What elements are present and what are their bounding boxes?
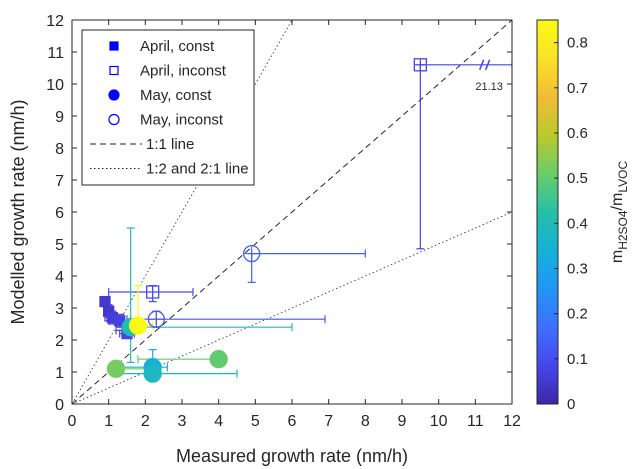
- legend-marker-square: [109, 41, 119, 51]
- x-tick-label: 9: [398, 413, 407, 430]
- colorbar-label-text: mH2SO4/mLVOC: [609, 161, 630, 264]
- x-tick-label: 6: [288, 413, 297, 430]
- data-point-circle: [143, 364, 162, 383]
- legend-label: 1:2 and 2:1 line: [146, 161, 249, 178]
- y-tick-label: 4: [55, 269, 64, 286]
- data-point-circle: [106, 359, 126, 378]
- two-to-one-line: [72, 20, 293, 404]
- y-tick-label: 6: [55, 205, 64, 222]
- colorbar-tick-label: 0.4: [567, 215, 588, 232]
- y-tick-label: 7: [55, 173, 64, 190]
- legend-box: [81, 29, 255, 186]
- y-tick-label: 12: [46, 13, 64, 30]
- data-point-circle: [209, 350, 228, 369]
- colorbar-tick-label: 0.7: [567, 80, 588, 97]
- colorbar-tick-label: 0.3: [567, 260, 588, 277]
- legend-marker-square: [109, 65, 119, 76]
- y-tick-label: 5: [55, 237, 64, 254]
- colorbar-tick-label: 0.2: [567, 306, 588, 323]
- colorbar-tick-label: 0.5: [567, 170, 588, 187]
- legend-label: 1:1 line: [146, 136, 194, 153]
- colorbar: 0 0.1 0.2 0.3 0.4 0.5 0.6 0.7 0.8 mH2SO4/mLVOC: [536, 19, 630, 413]
- y-tick-label: 11: [47, 45, 64, 62]
- x-tick-label: 7: [324, 413, 333, 430]
- x-tick-label: 4: [214, 413, 223, 430]
- colorbar-label-part: /m: [609, 193, 626, 211]
- legend-label: May, inconst: [140, 112, 224, 129]
- x-tick-label: 8: [361, 413, 370, 430]
- x-tick-label: 11: [467, 413, 484, 430]
- y-tick-label: 3: [55, 301, 64, 318]
- data-point-square: [99, 295, 111, 308]
- x-axis-label: Measured growth rate (nm/h): [176, 446, 408, 466]
- x-tick-label: 5: [251, 413, 260, 430]
- colorbar-label-part: m: [609, 250, 626, 263]
- legend-marker-circle: [108, 89, 120, 101]
- data-point-circle: [128, 316, 148, 335]
- colorbar-tick-label: 0.6: [567, 125, 588, 142]
- y-tick-label: 10: [46, 77, 64, 94]
- y-tick-label: 1: [55, 365, 64, 382]
- x-tick-label: 1: [104, 413, 113, 430]
- colorbar-label: mH2SO4/mLVOC: [609, 161, 630, 264]
- x-tick-label: 0: [68, 413, 77, 430]
- legend-label: April, const: [140, 38, 215, 55]
- colorbar-label-subscript: LVOC: [616, 161, 630, 193]
- axis-break-mark: [478, 59, 485, 71]
- colorbar-tick-label: 0: [567, 396, 575, 413]
- break-annotation: 21.13: [475, 81, 503, 93]
- x-tick-label: 2: [141, 413, 150, 430]
- x-tick-label: 10: [430, 413, 448, 430]
- colorbar-label-subscript: H2SO4: [616, 210, 630, 250]
- x-tick-label: 12: [503, 413, 521, 430]
- y-tick-label: 2: [55, 333, 64, 350]
- y-axis-label: Modelled growth rate (nm/h): [8, 99, 28, 324]
- one-to-one-line: [72, 20, 512, 404]
- axis-break-mark: [484, 59, 491, 71]
- y-tick-label: 0: [55, 397, 64, 414]
- legend-marker-circle: [108, 113, 120, 126]
- legend: April, const April, inconst May, const May,…: [81, 29, 255, 186]
- y-tick-label: 9: [55, 109, 64, 126]
- legend-label: May, const: [140, 87, 212, 104]
- x-tick-label: 3: [178, 413, 187, 430]
- colorbar-tick-label: 0.8: [567, 35, 588, 52]
- colorbar-tick-label: 0.1: [567, 351, 588, 368]
- colorbar-gradient: [536, 19, 559, 405]
- y-tick-label: 8: [55, 141, 64, 158]
- legend-label: April, inconst: [140, 63, 227, 80]
